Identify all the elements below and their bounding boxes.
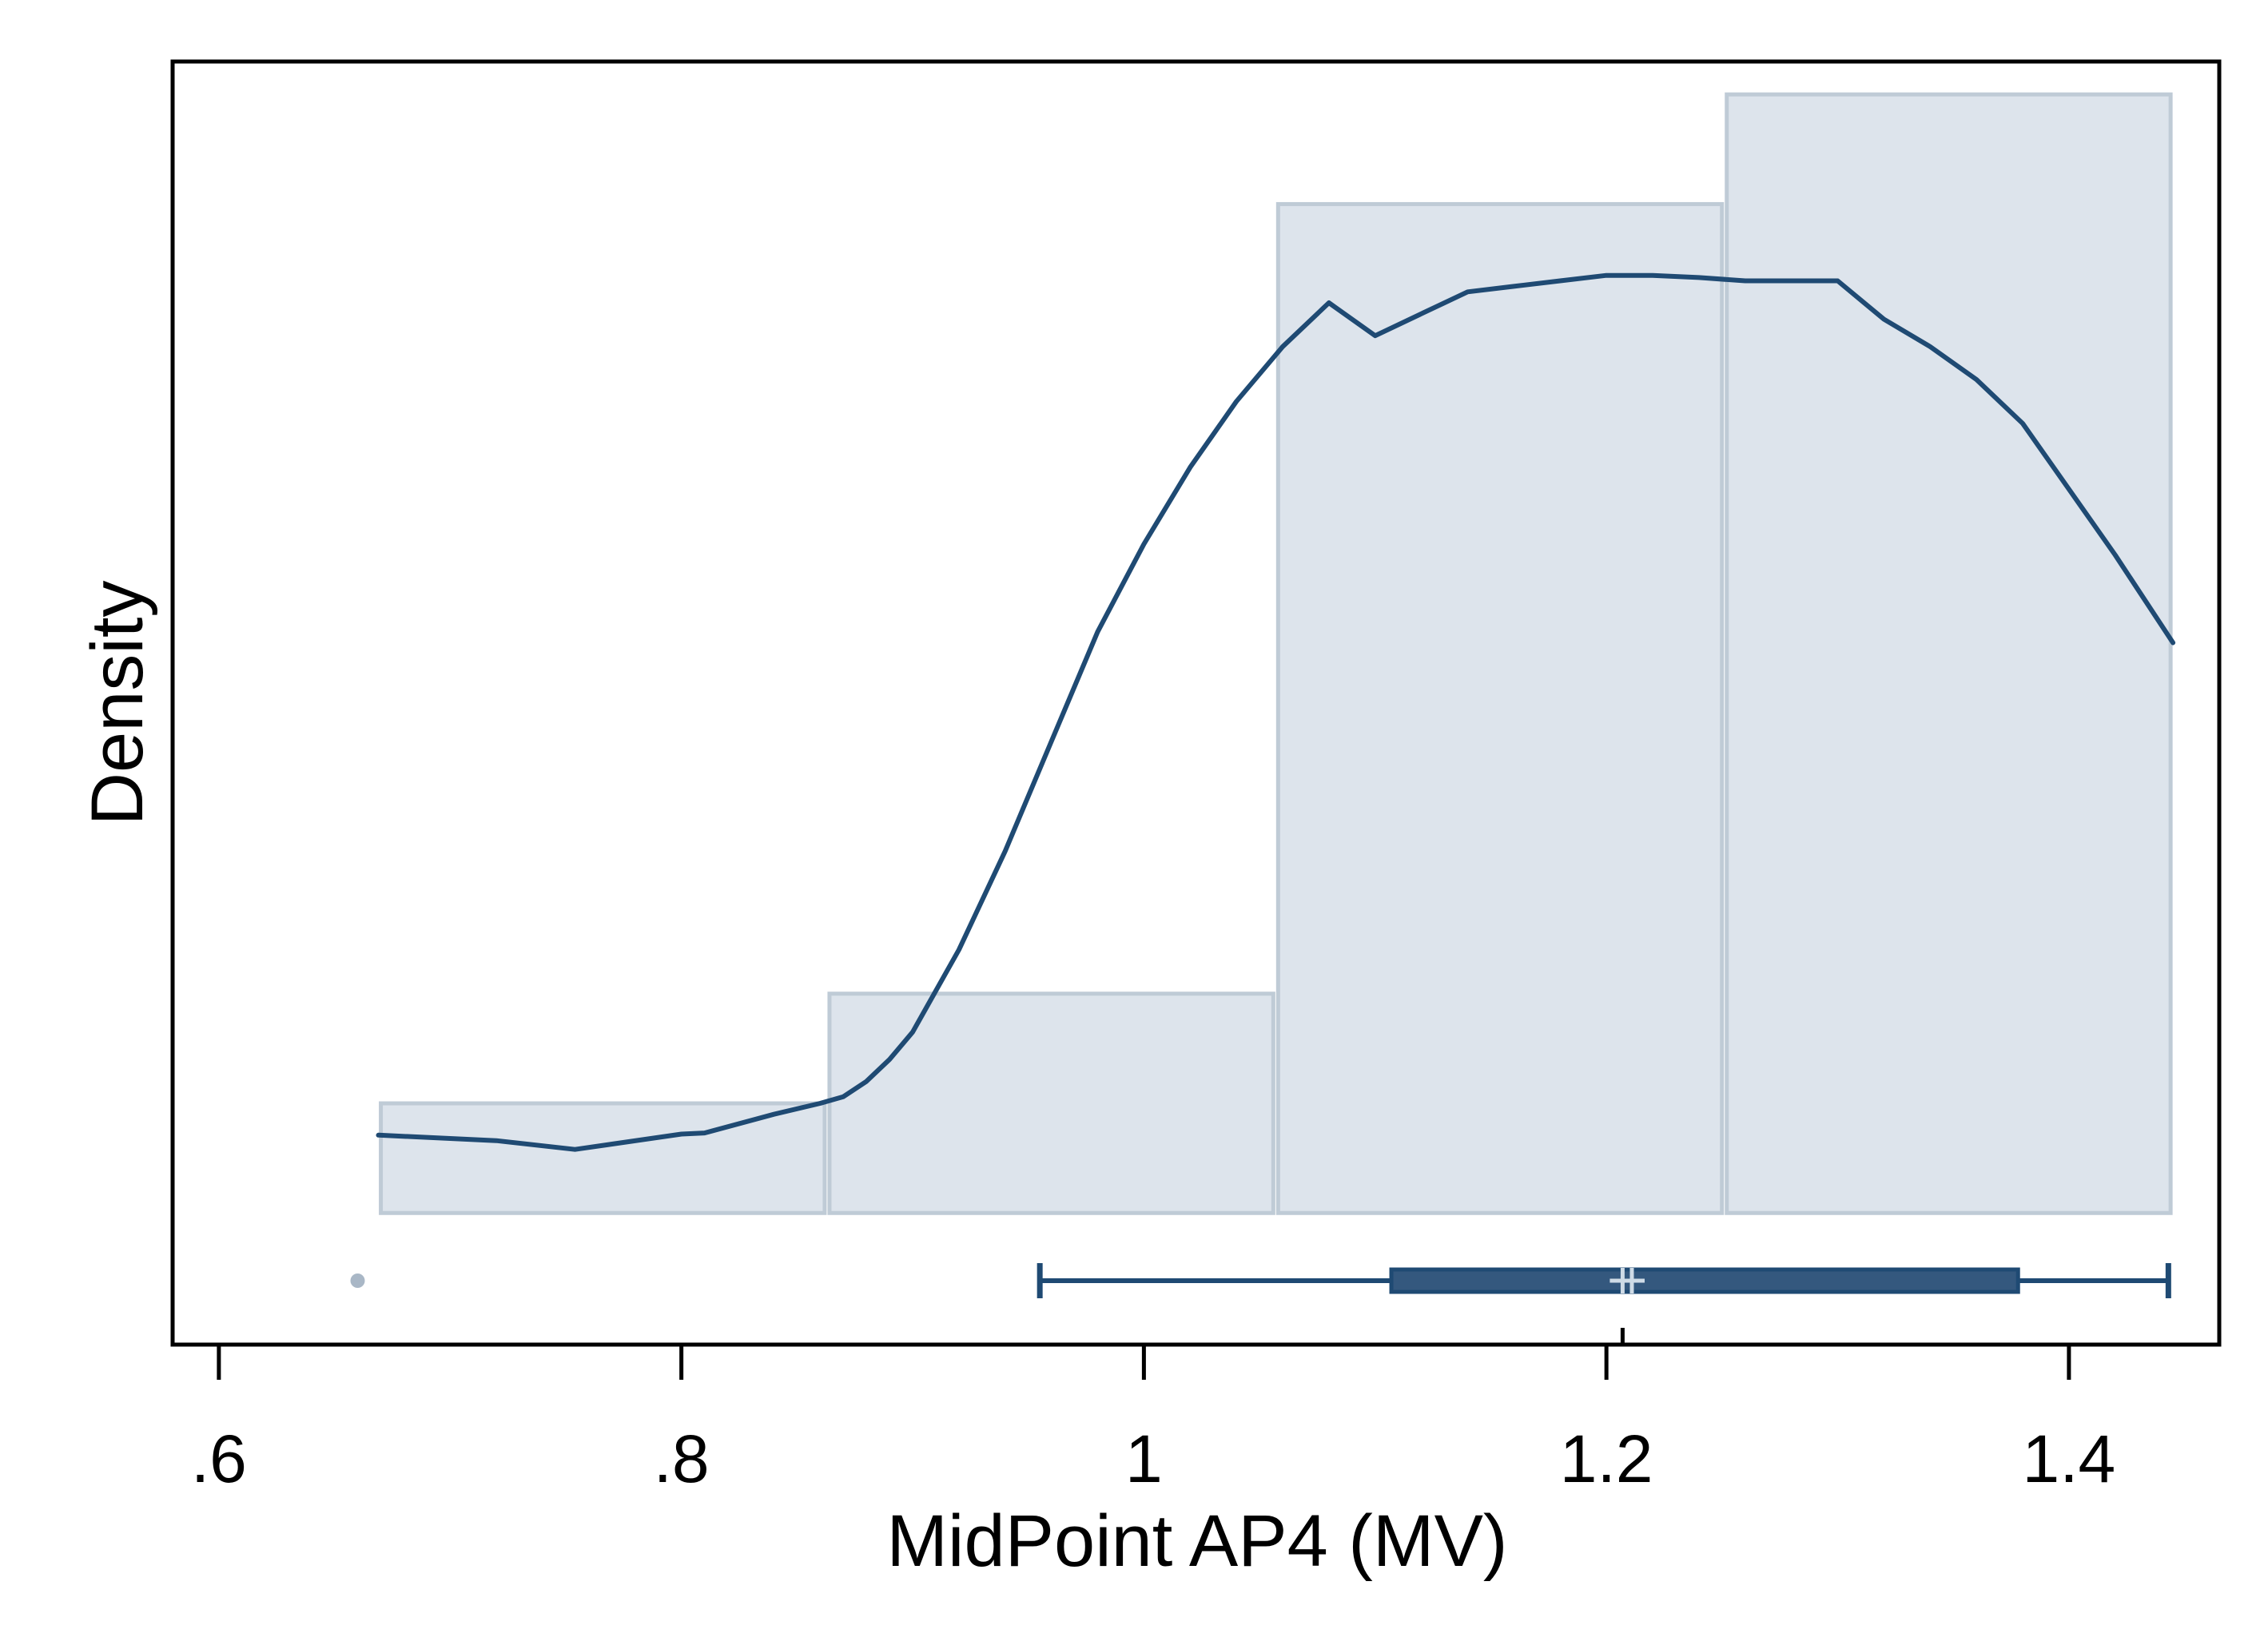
density-curve-group <box>376 272 2176 1152</box>
x-tick-label-4: 1.2 <box>1560 1421 1653 1496</box>
density-curve <box>376 272 2176 1152</box>
histogram-bar-4 <box>1725 92 2173 1215</box>
x-tick-label-5: 1.4 <box>2023 1421 2116 1496</box>
x-tick-label-3: 1 <box>1125 1421 1163 1496</box>
x-axis-label: MidPoint AP4 (MV) <box>886 1500 1507 1582</box>
boxplot-outlier-1 <box>350 1274 365 1288</box>
boxplot-group <box>350 1263 2171 1345</box>
x-tick-label-1: .6 <box>191 1421 247 1496</box>
x-tick-label-2: .8 <box>654 1421 710 1496</box>
plot-frame <box>170 59 2222 1347</box>
histogram-bar-2 <box>827 991 1275 1215</box>
histogram-bar-3 <box>1275 201 1725 1215</box>
y-axis-label: Density <box>77 581 158 826</box>
boxplot-box <box>1389 1267 2020 1294</box>
x-axis-ticks: .6 .8 1 1.2 1.4 <box>191 1345 2115 1496</box>
